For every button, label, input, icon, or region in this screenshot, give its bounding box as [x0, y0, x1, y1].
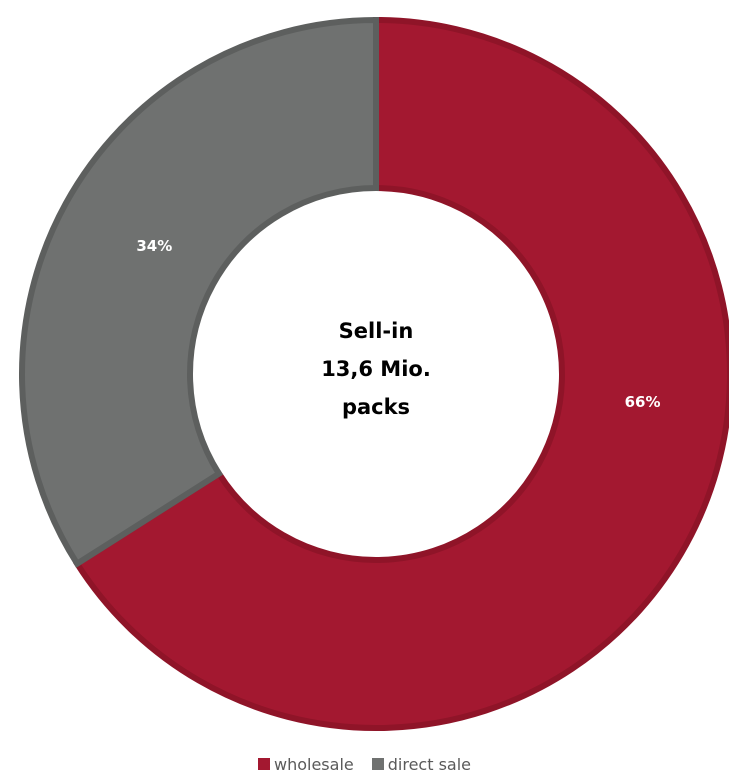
legend-item-direct-sale: direct sale [371, 754, 471, 774]
chart-legend: wholesale direct sale [0, 752, 729, 776]
center-label-line-3: packs [342, 395, 410, 419]
slice-label-wholesale: 66% [625, 393, 661, 411]
slice-direct-sale [19, 16, 379, 568]
legend-swatch-wholesale [258, 758, 270, 770]
center-label-line-2: 13,6 Mio. [321, 357, 431, 381]
legend-label-wholesale: wholesale [274, 754, 354, 774]
slice-label-direct-sale: 34% [136, 237, 172, 255]
slice-labels: 66% 34% [136, 237, 660, 411]
legend-item-wholesale: wholesale [258, 755, 354, 774]
legend-label-direct-sale: direct sale [387, 754, 471, 774]
legend-swatch-direct-sale [371, 758, 384, 770]
center-label-line-1: Sell-in [339, 319, 414, 343]
slice-wholesale [72, 16, 729, 731]
donut-slices [19, 16, 729, 731]
